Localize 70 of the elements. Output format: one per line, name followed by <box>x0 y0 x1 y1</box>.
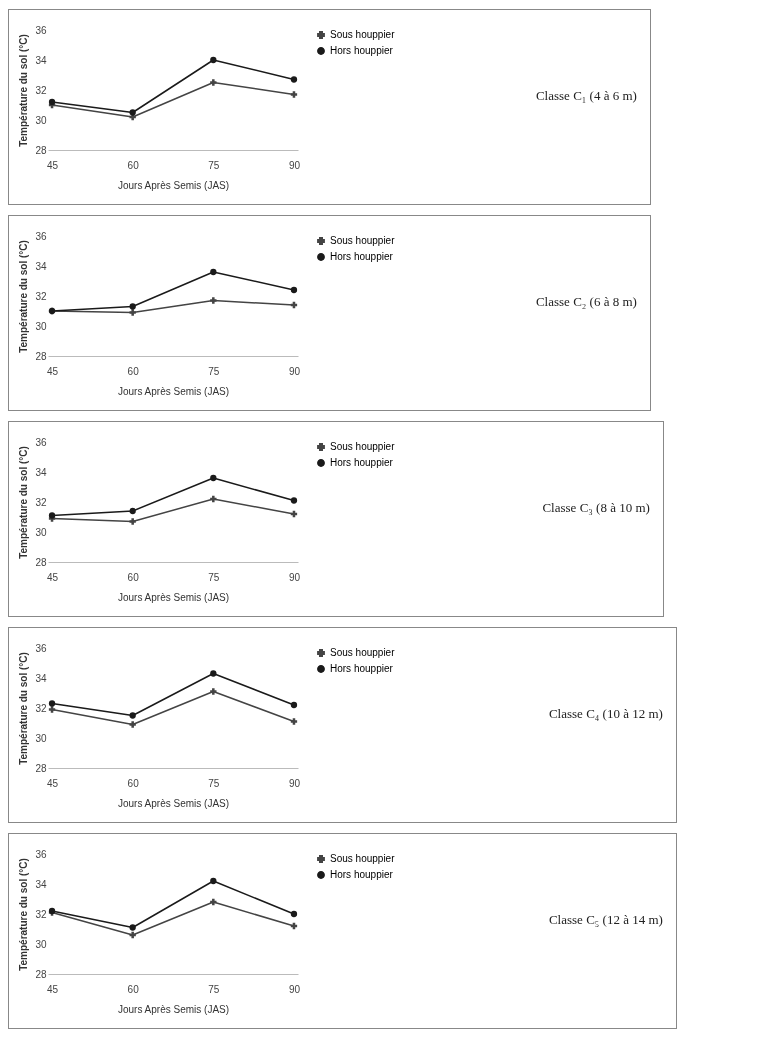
y-tick-label: 32 <box>35 84 47 95</box>
x-axis-title: Jours Après Semis (JAS) <box>117 591 230 602</box>
y-tick-label: 28 <box>35 556 47 567</box>
legend-label: Sous houppier <box>330 28 396 40</box>
x-axis-title: Jours Après Semis (JAS) <box>117 179 230 190</box>
y-tick-label: 30 <box>35 320 47 331</box>
y-tick-label: 30 <box>35 938 47 949</box>
legend-label: Sous houppier <box>330 440 396 452</box>
x-tick-label: 45 <box>46 365 59 376</box>
y-tick-label: 30 <box>35 732 47 743</box>
legend-label: Hors houppier <box>330 868 394 880</box>
legend-label: Hors houppier <box>330 250 394 262</box>
x-tick-label: 75 <box>208 365 220 376</box>
y-tick-label: 36 <box>35 230 47 241</box>
y-tick-label: 36 <box>35 848 47 859</box>
y-axis-title: Température du sol (°C) <box>18 33 30 147</box>
x-tick-label: 60 <box>127 159 140 170</box>
legend-label: Sous houppier <box>330 646 396 658</box>
y-tick-label: 32 <box>35 702 47 713</box>
x-tick-label: 90 <box>288 571 301 582</box>
y-tick-label: 34 <box>35 466 47 477</box>
legend-label: Hors houppier <box>330 456 394 468</box>
y-tick-label: 32 <box>35 496 47 507</box>
x-tick-label: 45 <box>46 777 59 788</box>
x-tick-label: 45 <box>46 571 59 582</box>
y-tick-label: 32 <box>35 908 47 919</box>
y-tick-label: 28 <box>35 350 47 361</box>
legend-label: Hors houppier <box>330 44 394 56</box>
text: Classe C₄ (10 à 12 m) <box>548 705 663 721</box>
y-tick-label: 36 <box>35 642 47 653</box>
y-axis-title: Température du sol (°C) <box>18 239 30 353</box>
x-tick-label: 75 <box>208 571 220 582</box>
legend-label: Sous houppier <box>330 234 396 246</box>
x-tick-label: 60 <box>127 777 140 788</box>
text: Classe C₁ (4 à 6 m) <box>535 87 637 103</box>
x-tick-label: 90 <box>288 983 301 994</box>
y-tick-label: 36 <box>35 436 47 447</box>
x-tick-label: 90 <box>288 365 301 376</box>
x-tick-label: 45 <box>46 983 59 994</box>
y-tick-label: 34 <box>35 878 47 889</box>
y-axis-title: Température du sol (°C) <box>18 445 30 559</box>
x-axis-title: Jours Après Semis (JAS) <box>117 797 230 808</box>
y-tick-label: 32 <box>35 290 47 301</box>
y-axis-title: Température du sol (°C) <box>18 651 30 765</box>
legend-label: Sous houppier <box>330 852 396 864</box>
text: Classe C₃ (8 à 10 m) <box>542 499 650 515</box>
x-tick-label: 75 <box>208 777 220 788</box>
x-tick-label: 45 <box>46 159 59 170</box>
y-tick-label: 30 <box>35 114 47 125</box>
x-axis-title: Jours Après Semis (JAS) <box>117 385 230 396</box>
text: Classe C₅ (12 à 14 m) <box>548 911 663 927</box>
x-tick-label: 60 <box>127 571 140 582</box>
y-tick-label: 34 <box>35 672 47 683</box>
legend-label: Hors houppier <box>330 662 394 674</box>
x-tick-label: 75 <box>208 983 220 994</box>
x-tick-label: 60 <box>127 365 140 376</box>
x-tick-label: 75 <box>208 159 220 170</box>
x-tick-label: 90 <box>288 777 301 788</box>
y-tick-label: 30 <box>35 526 47 537</box>
y-tick-label: 28 <box>35 968 47 979</box>
y-tick-label: 34 <box>35 260 47 271</box>
x-tick-label: 90 <box>288 159 301 170</box>
y-axis-title: Température du sol (°C) <box>18 857 30 971</box>
x-axis-title: Jours Après Semis (JAS) <box>117 1003 230 1014</box>
y-tick-label: 34 <box>35 54 47 65</box>
y-tick-label: 28 <box>35 144 47 155</box>
x-tick-label: 60 <box>127 983 140 994</box>
text: Classe C₂ (6 à 8 m) <box>535 293 637 309</box>
y-tick-label: 36 <box>35 24 47 35</box>
y-tick-label: 28 <box>35 762 47 773</box>
